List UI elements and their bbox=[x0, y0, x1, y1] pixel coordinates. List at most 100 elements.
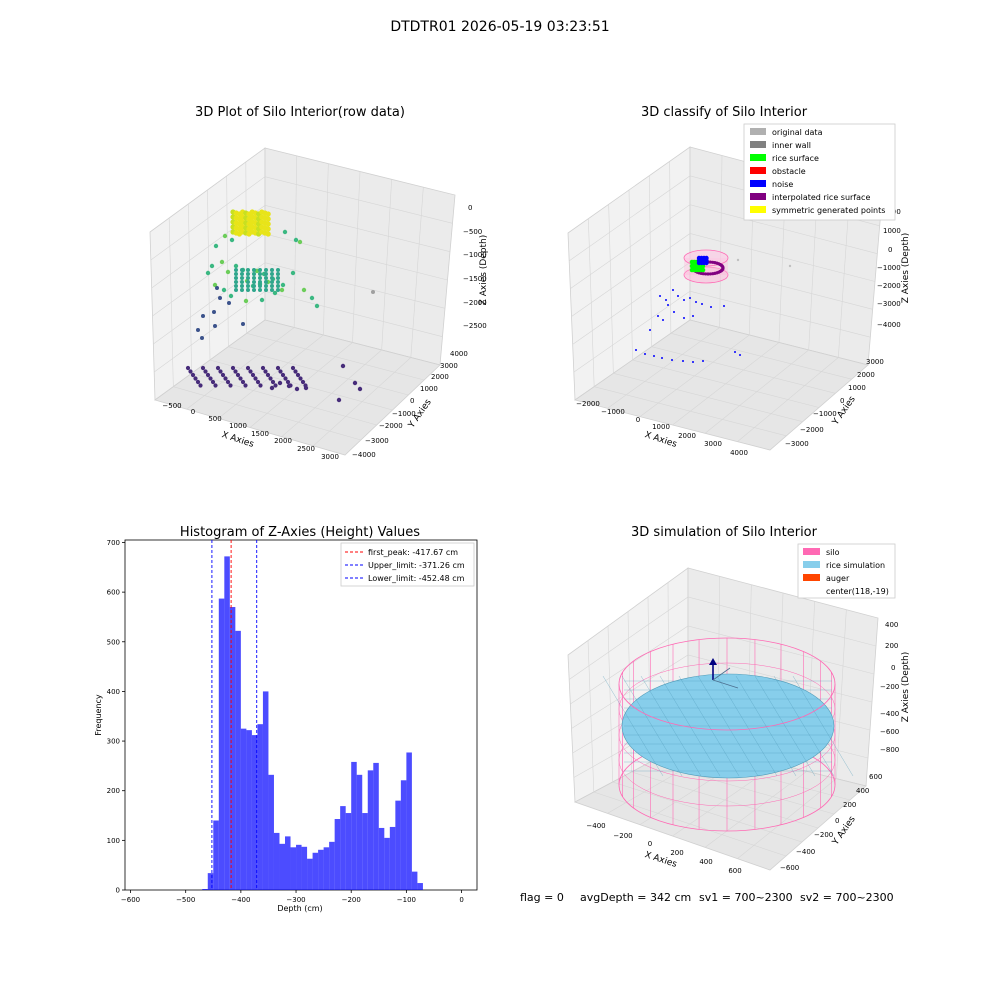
panel-raw-data: 3D Plot of Silo Interior(row data) −500 … bbox=[149, 105, 489, 461]
scatter-point bbox=[657, 315, 659, 317]
y-tick-label: 300 bbox=[107, 738, 120, 746]
histogram-bar bbox=[329, 841, 335, 890]
p2-ztick: 0 bbox=[888, 246, 892, 254]
scatter-point bbox=[258, 268, 262, 272]
scatter-point bbox=[708, 272, 712, 276]
p1-ztick: −1500 bbox=[463, 275, 487, 283]
p4-xtick: 200 bbox=[670, 849, 683, 857]
panel4-title: 3D simulation of Silo Interior bbox=[631, 525, 818, 540]
scatter-point bbox=[234, 276, 238, 280]
legend-swatch-inner-wall bbox=[750, 141, 766, 148]
scatter-point bbox=[200, 336, 204, 340]
histogram-bar bbox=[273, 832, 280, 890]
scatter-point bbox=[710, 306, 712, 308]
scatter-point bbox=[228, 383, 233, 388]
histogram-bar bbox=[301, 846, 308, 890]
scatter-point bbox=[671, 359, 673, 361]
scatter-point bbox=[243, 298, 249, 304]
scatter-point bbox=[252, 284, 256, 288]
scatter-point bbox=[235, 372, 241, 378]
histogram-bar bbox=[362, 813, 368, 890]
scatter-point bbox=[240, 272, 244, 276]
panel2-legend: original data inner wall rice surface ob… bbox=[743, 123, 896, 221]
p1-ztick: −2500 bbox=[463, 322, 487, 330]
panel1-yticks: −4000 −3000 −2000 −1000 0 1000 2000 3000… bbox=[352, 350, 468, 459]
p1-xtick: 1500 bbox=[251, 430, 269, 438]
scatter-point bbox=[264, 284, 268, 288]
legend-label: Lower_limit: -452.48 cm bbox=[368, 574, 465, 583]
legend-swatch-interpolated bbox=[750, 193, 766, 200]
scatter-point bbox=[677, 295, 679, 297]
p2-ztick: −4000 bbox=[877, 321, 901, 329]
p1-ztick: 0 bbox=[468, 204, 472, 212]
histogram-bar bbox=[411, 871, 418, 890]
p1-ztick: −500 bbox=[463, 228, 482, 236]
legend-swatch-rice bbox=[803, 561, 820, 568]
scatter-point bbox=[723, 305, 725, 307]
scatter-point bbox=[213, 243, 219, 249]
scatter-point bbox=[285, 379, 291, 385]
scatter-point bbox=[248, 369, 253, 374]
scatter-point bbox=[276, 284, 280, 288]
panel1-title: 3D Plot of Silo Interior(row data) bbox=[195, 105, 405, 120]
scatter-point bbox=[649, 329, 651, 331]
scatter-point bbox=[739, 354, 741, 356]
p1-ytick: −4000 bbox=[352, 451, 376, 459]
y-tick-label: 500 bbox=[107, 638, 120, 646]
y-tick-label: 400 bbox=[107, 688, 120, 696]
p1-ytick: −2000 bbox=[379, 422, 403, 430]
histogram-bar bbox=[202, 889, 208, 890]
scatter-point bbox=[276, 288, 280, 292]
scatter-point bbox=[234, 284, 238, 288]
p1-ytick: 0 bbox=[410, 397, 414, 405]
panel4-legend: silo rice simulation auger center(118,-1… bbox=[797, 543, 896, 599]
scatter-point bbox=[185, 365, 191, 371]
p2-xtick: 1000 bbox=[652, 423, 670, 431]
legend-swatch-auger bbox=[803, 574, 820, 581]
histogram-bar bbox=[235, 630, 241, 890]
histogram-bar bbox=[229, 607, 236, 890]
scatter-point bbox=[264, 272, 268, 276]
scatter-point bbox=[309, 295, 315, 301]
x-tick-label: −600 bbox=[121, 896, 140, 904]
panel1-xticks: −500 0 500 1000 1500 2000 2500 3000 bbox=[162, 402, 339, 461]
p4-ztick: 400 bbox=[885, 621, 898, 629]
scatter-point bbox=[265, 216, 271, 222]
scatter-point bbox=[240, 280, 244, 284]
histogram-bar bbox=[351, 761, 357, 890]
scatter-point bbox=[195, 379, 201, 385]
p1-zlabel: Z Axies (Depth) bbox=[479, 235, 489, 306]
scatter-point bbox=[662, 319, 664, 321]
legend-label: silo bbox=[826, 548, 840, 557]
scatter-point bbox=[270, 268, 274, 272]
p1-ytick: −1000 bbox=[392, 410, 416, 418]
scatter-point bbox=[293, 237, 299, 243]
scatter-point bbox=[340, 363, 346, 369]
scatter-point bbox=[721, 265, 725, 269]
scatter-point bbox=[253, 376, 258, 381]
scatter-point bbox=[701, 303, 703, 305]
legend-swatch-obstacle bbox=[750, 167, 766, 174]
histogram-bar bbox=[345, 813, 352, 890]
p1-ztick: −2000 bbox=[463, 299, 487, 307]
legend-swatch-original-data bbox=[750, 128, 766, 135]
p2-ytick: 1000 bbox=[848, 384, 866, 392]
p4-ytick: 200 bbox=[843, 801, 856, 809]
scatter-point bbox=[788, 264, 792, 268]
p1-ytick: 2000 bbox=[431, 373, 449, 381]
scatter-point bbox=[280, 372, 286, 378]
scatter-point bbox=[276, 280, 280, 284]
panel2-points bbox=[635, 255, 792, 363]
x-tick-label: 0 bbox=[459, 896, 463, 904]
scatter-point bbox=[263, 369, 268, 374]
histogram-bar bbox=[323, 847, 330, 890]
scatter-point bbox=[219, 259, 225, 265]
p4-xtick: 400 bbox=[699, 858, 712, 866]
panel2-grid bbox=[568, 155, 880, 442]
scatter-point bbox=[210, 379, 216, 385]
scatter-point bbox=[233, 369, 238, 374]
x-tick-label: −200 bbox=[342, 896, 361, 904]
scatter-point bbox=[258, 383, 263, 388]
scatter-point bbox=[246, 276, 250, 280]
histogram-bars bbox=[202, 556, 423, 890]
